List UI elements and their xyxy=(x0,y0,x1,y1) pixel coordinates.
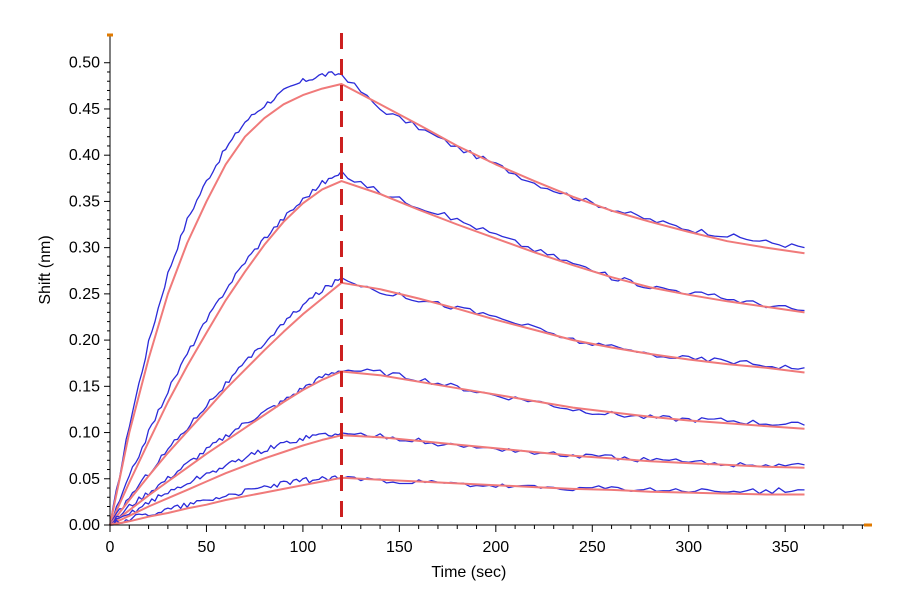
y-axis-title: Shift (nm) xyxy=(37,235,54,304)
x-tick-label: 200 xyxy=(482,539,509,556)
y-tick-label: 0.40 xyxy=(69,147,100,164)
x-tick-label: 300 xyxy=(675,539,702,556)
data-layer xyxy=(109,33,805,526)
y-tick-label: 0.50 xyxy=(69,55,100,72)
y-tick-label: 0.20 xyxy=(69,332,100,349)
x-tick-label: 50 xyxy=(198,539,216,556)
fit-series-line xyxy=(109,83,805,526)
measured-series-line xyxy=(109,368,805,526)
fit-series-line xyxy=(109,180,805,526)
y-tick-label: 0.05 xyxy=(69,471,100,488)
x-tick-label: 250 xyxy=(579,539,606,556)
fit-series-line xyxy=(109,476,805,526)
y-tick-label: 0.15 xyxy=(69,378,100,395)
x-tick-label: 0 xyxy=(106,539,115,556)
y-tick-label: 0.25 xyxy=(69,286,100,303)
measured-series-line xyxy=(109,71,805,526)
x-tick-label: 100 xyxy=(290,539,317,556)
x-tick-label: 350 xyxy=(772,539,799,556)
y-tick-label: 0.45 xyxy=(69,101,100,118)
y-tick-label: 0.30 xyxy=(69,240,100,257)
y-tick-label: 0.00 xyxy=(69,517,100,534)
axis-layer: 0.00 0.05 0.10 0.15 0.20 0.25 0.30 0.35 0.40 0.45… xyxy=(69,33,872,556)
x-axis-title: Time (sec) xyxy=(431,564,506,581)
y-tick-label: 0.35 xyxy=(69,193,100,210)
x-tick-label: 150 xyxy=(386,539,413,556)
y-tick-label: 0.10 xyxy=(69,425,100,442)
